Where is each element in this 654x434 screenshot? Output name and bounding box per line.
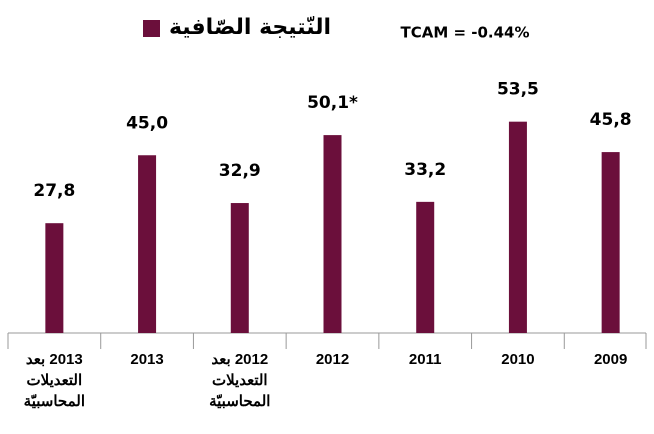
legend-swatch (143, 20, 160, 37)
x-tick-label: 2011 (408, 351, 442, 368)
bar (323, 135, 342, 333)
x-tick-label: 2009 (593, 351, 628, 368)
bar (45, 223, 64, 333)
annotation: TCAM = -0.44% (400, 24, 529, 42)
x-tick-label: 2013 بعد التعديلات المحاسبيّة (23, 351, 85, 410)
x-tick-label: 2013 (130, 351, 164, 368)
value-label: 32,9 (219, 161, 261, 181)
value-label: 45,0 (126, 113, 168, 133)
bar (601, 152, 620, 333)
bar (230, 203, 249, 333)
bar (508, 121, 527, 333)
x-tick-label: 2012 (315, 351, 350, 368)
bar (138, 155, 157, 333)
value-label: 50,1* (307, 93, 358, 113)
bar (416, 201, 435, 333)
x-tick-label: 2010 (501, 351, 535, 368)
value-label: 53,5 (497, 80, 539, 100)
value-label: 45,8 (590, 110, 632, 130)
x-tick-label: 2012 بعد التعديلات المحاسبيّة (209, 351, 271, 410)
legend-label: النّتيجة الصّافية (169, 15, 331, 40)
value-label: 33,2 (404, 160, 446, 180)
value-label: 27,8 (33, 181, 75, 201)
